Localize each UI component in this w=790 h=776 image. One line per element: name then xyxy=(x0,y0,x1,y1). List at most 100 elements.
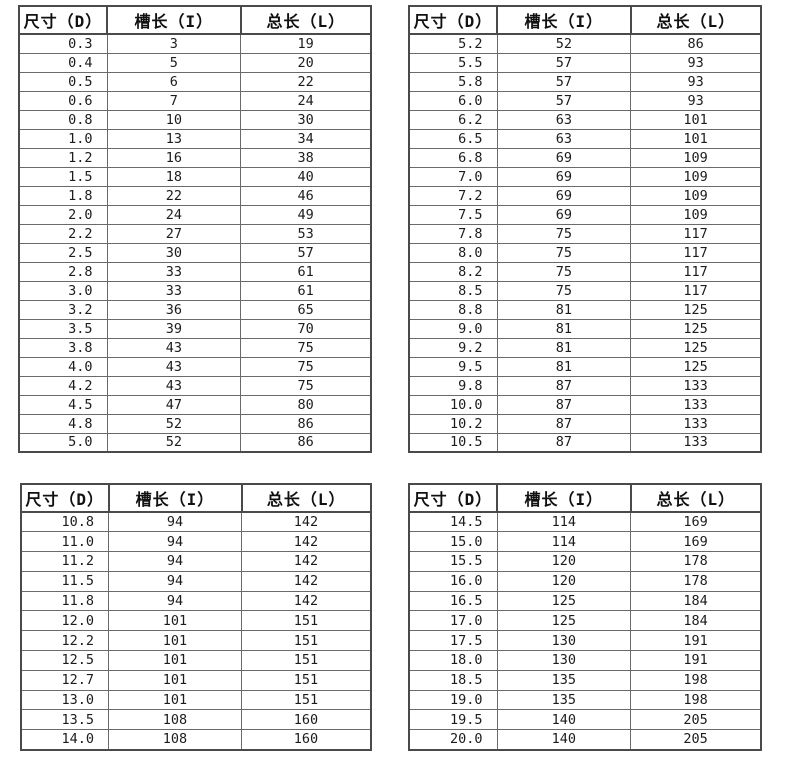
table-row: 0.3 3 19 xyxy=(18,33,372,54)
table-row: 0.8 10 30 xyxy=(18,109,372,130)
table-row: 4.8 52 86 xyxy=(18,413,372,434)
cell-size-d: 8.8 xyxy=(408,299,498,320)
table-row: 0.5 6 22 xyxy=(18,71,372,92)
table-row: 4.2 43 75 xyxy=(18,375,372,396)
table-row: 6.0 57 93 xyxy=(408,90,762,111)
table-row: 9.5 81 125 xyxy=(408,356,762,377)
cell-size-d: 2.0 xyxy=(18,204,108,225)
cell-total-length-l: 101 xyxy=(630,109,762,130)
cell-slot-length-i: 13 xyxy=(106,128,242,149)
cell-slot-length-i: 69 xyxy=(496,147,632,168)
cell-slot-length-i: 63 xyxy=(496,109,632,130)
cell-slot-length-i: 63 xyxy=(496,128,632,149)
cell-size-d: 7.8 xyxy=(408,223,498,244)
cell-total-length-l: 184 xyxy=(630,590,762,612)
cell-size-d: 2.2 xyxy=(18,223,108,244)
cell-size-d: 0.4 xyxy=(18,52,108,73)
cell-size-d: 0.8 xyxy=(18,109,108,130)
cell-total-length-l: 109 xyxy=(630,166,762,187)
cell-slot-length-i: 75 xyxy=(496,223,632,244)
table-row: 11.8 94 142 xyxy=(20,590,372,612)
cell-slot-length-i: 94 xyxy=(108,511,242,533)
cell-slot-length-i: 75 xyxy=(496,261,632,282)
table-row: 2.0 24 49 xyxy=(18,204,372,225)
table-row: 16.5 125 184 xyxy=(408,590,762,612)
cell-total-length-l: 117 xyxy=(630,280,762,301)
cell-total-length-l: 80 xyxy=(240,394,372,415)
cell-total-length-l: 169 xyxy=(630,531,762,553)
header-row: 尺寸（D） 槽长（I） 总长（L） xyxy=(18,5,373,35)
cell-slot-length-i: 130 xyxy=(496,630,632,652)
table-row: 2.2 27 53 xyxy=(18,223,372,244)
cell-total-length-l: 109 xyxy=(630,147,762,168)
table-row: 17.5 130 191 xyxy=(408,630,762,652)
cell-slot-length-i: 43 xyxy=(106,375,242,396)
column-header-size-d: 尺寸（D） xyxy=(408,483,498,513)
cell-total-length-l: 24 xyxy=(240,90,372,111)
table-row: 12.2 101 151 xyxy=(20,630,372,652)
cell-total-length-l: 65 xyxy=(240,299,372,320)
cell-total-length-l: 109 xyxy=(630,185,762,206)
cell-total-length-l: 61 xyxy=(240,261,372,282)
cell-slot-length-i: 120 xyxy=(496,551,632,572)
table-row: 13.0 101 151 xyxy=(20,689,372,711)
table-row: 9.0 81 125 xyxy=(408,318,762,339)
table-row: 2.8 33 61 xyxy=(18,261,372,282)
cell-slot-length-i: 30 xyxy=(106,242,242,263)
cell-total-length-l: 40 xyxy=(240,166,372,187)
cell-total-length-l: 30 xyxy=(240,109,372,130)
table-row: 10.2 87 133 xyxy=(408,413,762,434)
table-row: 1.0 13 34 xyxy=(18,128,372,149)
cell-size-d: 17.0 xyxy=(408,610,498,632)
table-row: 17.0 125 184 xyxy=(408,610,762,632)
cell-slot-length-i: 87 xyxy=(496,375,632,396)
cell-size-d: 9.8 xyxy=(408,375,498,396)
cell-slot-length-i: 39 xyxy=(106,318,242,339)
table-row: 6.5 63 101 xyxy=(408,128,762,149)
cell-size-d: 10.0 xyxy=(408,394,498,415)
cell-slot-length-i: 94 xyxy=(108,531,242,553)
cell-size-d: 5.8 xyxy=(408,71,498,92)
cell-total-length-l: 22 xyxy=(240,71,372,92)
table-row: 8.0 75 117 xyxy=(408,242,762,263)
cell-size-d: 9.5 xyxy=(408,356,498,377)
cell-total-length-l: 151 xyxy=(241,630,372,652)
cell-total-length-l: 142 xyxy=(241,551,372,572)
table-row: 11.5 94 142 xyxy=(20,570,372,592)
table-row: 1.5 18 40 xyxy=(18,166,372,187)
table-row: 7.2 69 109 xyxy=(408,185,762,206)
table-row: 10.0 87 133 xyxy=(408,394,762,415)
cell-size-d: 2.5 xyxy=(18,242,108,263)
cell-slot-length-i: 114 xyxy=(496,531,632,553)
cell-total-length-l: 53 xyxy=(240,223,372,244)
cell-slot-length-i: 87 xyxy=(496,394,632,415)
column-header-slot-length-i: 槽长（I） xyxy=(107,483,243,513)
header-row: 尺寸（D） 槽长（I） 总长（L） xyxy=(408,5,763,35)
cell-total-length-l: 191 xyxy=(630,650,762,671)
cell-total-length-l: 93 xyxy=(630,71,762,92)
column-header-slot-length-i: 槽长（I） xyxy=(106,5,242,35)
cell-slot-length-i: 27 xyxy=(106,223,242,244)
cell-size-d: 9.0 xyxy=(408,318,498,339)
cell-slot-length-i: 81 xyxy=(496,337,632,358)
table-row: 11.2 94 142 xyxy=(20,551,372,572)
table-row: 7.0 69 109 xyxy=(408,166,762,187)
cell-total-length-l: 38 xyxy=(240,147,372,168)
cell-total-length-l: 46 xyxy=(240,185,372,206)
cell-slot-length-i: 140 xyxy=(496,729,632,751)
table-row: 9.2 81 125 xyxy=(408,337,762,358)
cell-total-length-l: 169 xyxy=(630,511,762,533)
header-row: 尺寸（D） 槽长（I） 总长（L） xyxy=(20,483,372,513)
cell-total-length-l: 86 xyxy=(240,413,372,434)
cell-size-d: 14.5 xyxy=(408,511,498,533)
cell-size-d: 8.2 xyxy=(408,261,498,282)
cell-size-d: 19.5 xyxy=(408,709,498,731)
cell-size-d: 12.2 xyxy=(20,630,109,652)
table-row: 0.4 5 20 xyxy=(18,52,372,73)
table-row: 6.2 63 101 xyxy=(408,109,762,130)
table-row: 19.5 140 205 xyxy=(408,709,762,731)
cell-size-d: 6.0 xyxy=(408,90,498,111)
cell-total-length-l: 117 xyxy=(630,261,762,282)
cell-slot-length-i: 75 xyxy=(496,242,632,263)
